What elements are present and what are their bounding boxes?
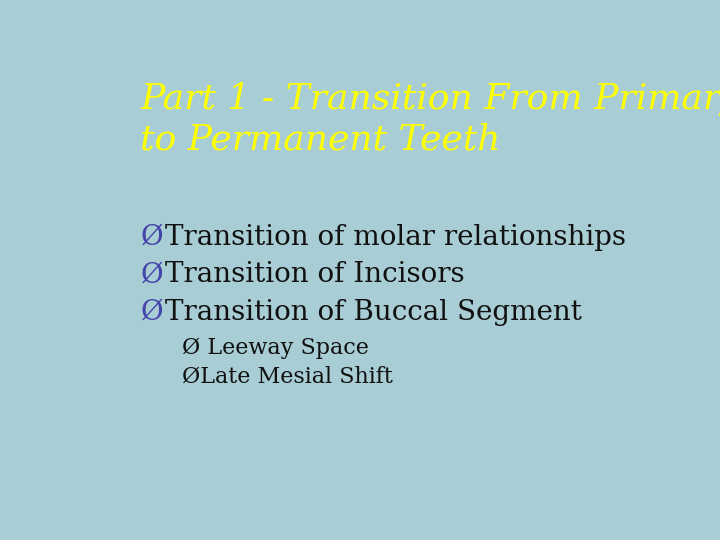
Text: Ø: Ø (140, 261, 163, 288)
Text: Part 1 - Transition From Primary
to Permanent Teeth: Part 1 - Transition From Primary to Perm… (140, 82, 720, 157)
Text: Transition of Buccal Segment: Transition of Buccal Segment (166, 299, 582, 326)
Text: Ø: Ø (140, 224, 163, 251)
Text: Ø: Ø (140, 299, 163, 326)
Text: Transition of Incisors: Transition of Incisors (166, 261, 465, 288)
Text: Transition of molar relationships: Transition of molar relationships (166, 224, 626, 251)
Text: ØLate Mesial Shift: ØLate Mesial Shift (182, 366, 393, 388)
Text: Ø Leeway Space: Ø Leeway Space (182, 336, 369, 359)
